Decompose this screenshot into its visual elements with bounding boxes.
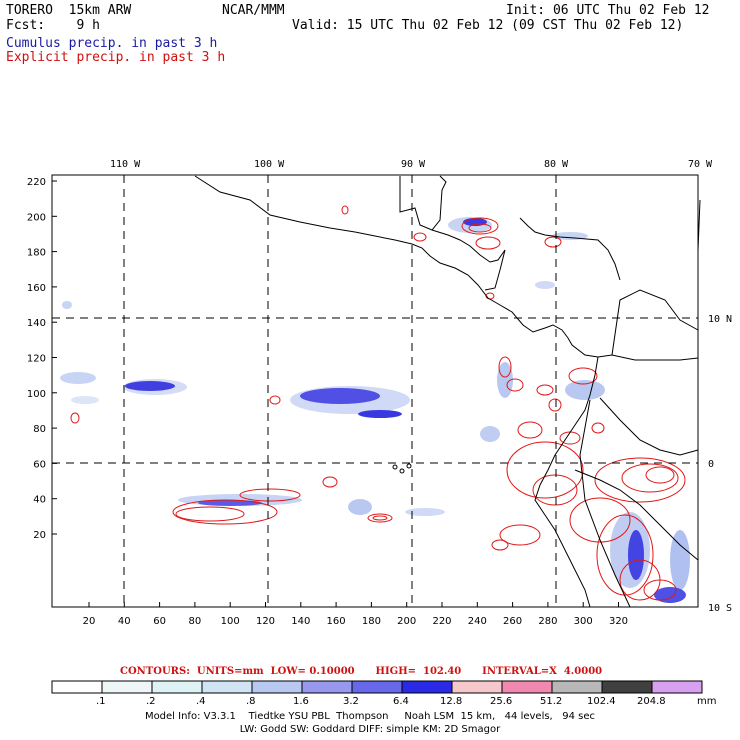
y-tick-label: 140 xyxy=(27,318,46,329)
colorbar-swatch xyxy=(51,680,103,694)
colorbar-unit: mm xyxy=(697,696,717,707)
y-axis-ticks: 220 200 180 160 140 120 100 80 60 40 20 xyxy=(27,177,57,541)
y-tick-label: 80 xyxy=(33,424,46,435)
colorbar xyxy=(51,680,703,694)
x-tick-label: 300 xyxy=(574,616,593,627)
colorbar-swatch xyxy=(501,680,553,694)
y-tick-label: 160 xyxy=(27,283,46,294)
colorbar-swatch xyxy=(651,680,703,694)
forecast-hour: Fcst: 9 h xyxy=(6,18,100,33)
colorbar-swatch xyxy=(351,680,403,694)
colorbar-label: 25.6 xyxy=(490,696,513,707)
graticule xyxy=(52,175,698,607)
x-tick-label: 220 xyxy=(432,616,451,627)
colorbar-swatch xyxy=(601,680,653,694)
y-tick-label: 180 xyxy=(27,248,46,259)
x-tick-label: 140 xyxy=(291,616,310,627)
model-info-line1: Model Info: V3.3.1 Tiedtke YSU PBL Thomp… xyxy=(144,711,596,722)
colorbar-label: 102.4 xyxy=(587,696,616,707)
x-tick-label: 200 xyxy=(397,616,416,627)
x-tick-label: 280 xyxy=(538,616,557,627)
x-tick-label: 80 xyxy=(189,616,202,627)
lon-label: 100 W xyxy=(254,159,285,170)
x-tick-label: 260 xyxy=(503,616,522,627)
longitude-labels: 110 W 100 W 90 W 80 W 70 W xyxy=(110,159,713,170)
x-tick-label: 40 xyxy=(118,616,131,627)
x-tick-label: 120 xyxy=(256,616,275,627)
colorbar-label: .4 xyxy=(196,696,206,707)
latitude-labels: 10 N 0 10 S xyxy=(708,314,732,614)
x-tick-label: 60 xyxy=(153,616,166,627)
colorbar-swatch xyxy=(551,680,603,694)
x-tick-label: 320 xyxy=(609,616,628,627)
y-tick-label: 120 xyxy=(27,354,46,365)
colorbar-swatch xyxy=(251,680,303,694)
y-tick-label: 200 xyxy=(27,212,46,223)
colorbar-label: 1.6 xyxy=(293,696,309,707)
lat-label: 10 N xyxy=(708,314,732,325)
y-tick-label: 60 xyxy=(33,459,46,470)
colorbar-swatch xyxy=(101,680,153,694)
lon-label: 80 W xyxy=(544,159,569,170)
colorbar-label: .1 xyxy=(96,696,106,707)
x-tick-label: 240 xyxy=(468,616,487,627)
colorbar-label: 12.8 xyxy=(440,696,463,707)
center-name: NCAR/MMM xyxy=(222,3,285,18)
init-time: Init: 06 UTC Thu 02 Feb 12 xyxy=(506,3,710,18)
x-tick-label: 100 xyxy=(221,616,240,627)
colorbar-swatch xyxy=(201,680,253,694)
model-title: TORERO 15km ARW xyxy=(6,3,132,18)
model-info-line2: LW: Godd SW: Goddard DIFF: simple KM: 2D… xyxy=(239,724,501,735)
colorbar-label: .8 xyxy=(246,696,256,707)
x-tick-label: 20 xyxy=(83,616,96,627)
y-tick-label: 220 xyxy=(27,177,46,188)
colorbar-label: 51.2 xyxy=(540,696,563,707)
colorbar-swatch xyxy=(401,680,453,694)
colorbar-swatch xyxy=(451,680,503,694)
colorbar-swatch xyxy=(151,680,203,694)
cumulus-legend: Cumulus precip. in past 3 h xyxy=(6,36,218,51)
colorbar-swatch xyxy=(301,680,353,694)
x-tick-label: 160 xyxy=(327,616,346,627)
colorbar-label: 6.4 xyxy=(393,696,409,707)
lon-label: 90 W xyxy=(401,159,426,170)
colorbar-label: 3.2 xyxy=(343,696,359,707)
explicit-legend: Explicit precip. in past 3 h xyxy=(6,50,226,65)
lon-label: 70 W xyxy=(688,159,713,170)
lat-label: 10 S xyxy=(708,603,732,614)
lon-label: 110 W xyxy=(110,159,141,170)
cumulus-precip-areas xyxy=(60,217,690,603)
valid-time: Valid: 15 UTC Thu 02 Feb 12 (09 CST Thu … xyxy=(292,18,684,33)
lat-label: 0 xyxy=(708,459,714,470)
y-tick-label: 40 xyxy=(33,495,46,506)
colorbar-label: .2 xyxy=(146,696,156,707)
colorbar-label: 204.8 xyxy=(637,696,666,707)
x-tick-label: 180 xyxy=(362,616,381,627)
coastlines xyxy=(194,175,701,608)
contour-info: CONTOURS: UNITS=mm LOW= 0.10000 HIGH= 10… xyxy=(120,666,603,677)
y-tick-label: 20 xyxy=(33,530,46,541)
x-axis-ticks: 20 40 60 80 100 120 140 160 180 200 220 240 260 280 30… xyxy=(83,602,628,627)
y-tick-label: 100 xyxy=(27,389,46,400)
